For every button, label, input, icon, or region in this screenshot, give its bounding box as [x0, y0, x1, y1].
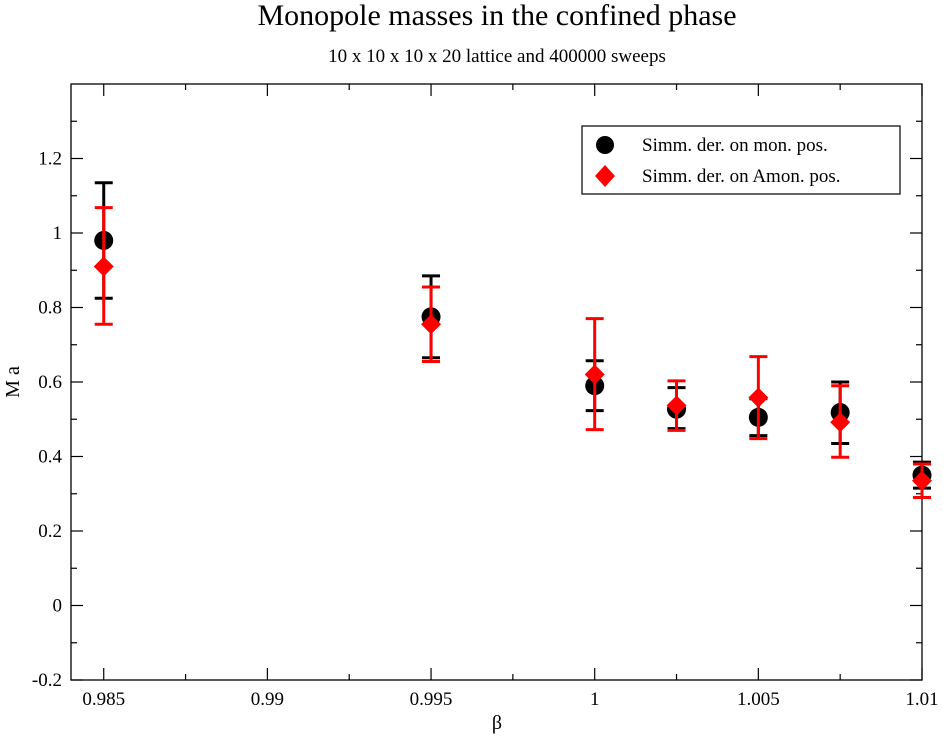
data-point-diamond — [93, 256, 114, 277]
x-tick-label: 1.005 — [737, 689, 780, 710]
y-axis: -0.2 0 0.2 0.4 0.6 0.8 1 1.2 — [32, 120, 922, 691]
x-axis-label: β — [492, 712, 502, 734]
y-tick-label: 0.8 — [38, 298, 62, 319]
data-point-diamond — [830, 412, 851, 433]
data-point-diamond — [666, 395, 687, 416]
legend-marker-circle — [596, 136, 614, 154]
y-tick-label: 0.6 — [38, 372, 62, 393]
y-tick-label: -0.2 — [32, 670, 62, 691]
data-point-diamond — [421, 314, 442, 335]
y-tick-label: 0 — [53, 596, 63, 617]
chart-subtitle: 10 x 10 x 10 x 20 lattice and 400000 swe… — [328, 46, 666, 67]
series-0 — [94, 181, 932, 490]
y-tick-label: 0.4 — [38, 447, 62, 468]
x-tick-label: 1 — [590, 689, 600, 710]
x-tick-label: 0.985 — [82, 689, 125, 710]
y-tick-label: 1 — [53, 223, 63, 244]
data-point-diamond — [748, 387, 769, 408]
x-tick-label: 0.995 — [410, 689, 453, 710]
x-tick-label: 1.01 — [905, 689, 938, 710]
y-axis-label: M a — [2, 366, 24, 398]
chart-title: Monopole masses in the confined phase — [257, 0, 736, 32]
y-tick-label: 1.2 — [38, 149, 62, 170]
series-1 — [93, 206, 932, 499]
data-point-diamond — [912, 470, 932, 491]
legend-label-1: Simm. der. on Amon. pos. — [642, 166, 840, 187]
y-tick-label: 0.2 — [38, 521, 62, 542]
x-axis: 0.985 0.99 0.995 1 1.005 1.01 — [82, 84, 939, 710]
legend-marker-diamond — [595, 165, 615, 187]
legend-box — [581, 125, 901, 195]
x-tick-label: 0.99 — [251, 689, 284, 710]
data-point-diamond — [584, 364, 605, 385]
data-series — [93, 181, 932, 499]
legend-label-0: Simm. der. on mon. pos. — [642, 135, 828, 156]
legend: Simm. der. on mon. pos. Simm. der. on Am… — [581, 125, 901, 195]
